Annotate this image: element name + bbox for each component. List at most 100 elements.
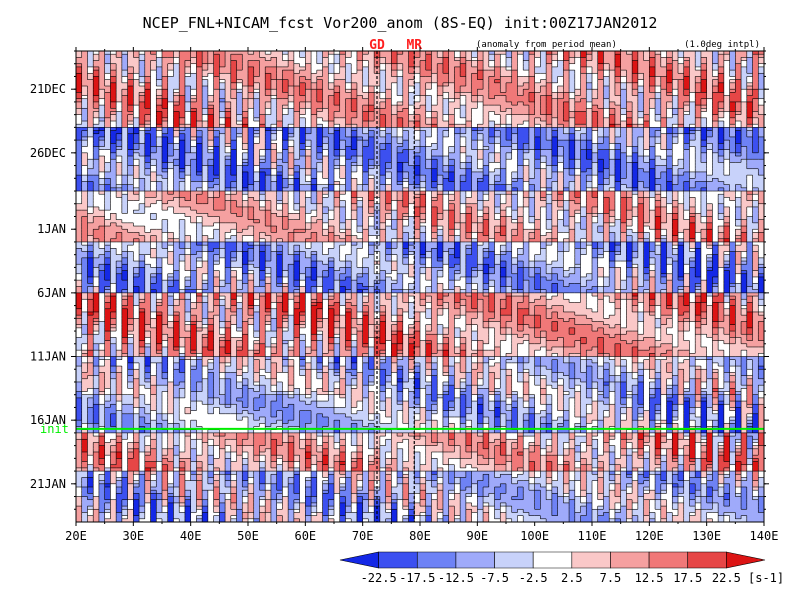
- field-cell: [116, 118, 122, 122]
- field-cell: [311, 83, 317, 87]
- field-cell: [179, 153, 185, 157]
- field-cell: [82, 61, 88, 65]
- field-cell: [105, 73, 111, 77]
- field-cell: [632, 172, 638, 176]
- field-cell: [179, 99, 185, 103]
- field-cell: [626, 111, 632, 115]
- field-cell: [214, 178, 220, 182]
- field-cell: [707, 76, 713, 80]
- field-cell: [363, 166, 369, 170]
- field-cell: [99, 111, 105, 115]
- field-cell: [535, 76, 541, 80]
- field-cell: [219, 127, 225, 131]
- field-cell: [259, 76, 265, 80]
- field-cell: [105, 140, 111, 144]
- field-cell: [334, 73, 340, 77]
- field-cell: [747, 175, 753, 179]
- field-cell: [323, 80, 329, 84]
- field-cell: [282, 92, 288, 96]
- field-cell: [632, 140, 638, 144]
- field-cell: [323, 159, 329, 163]
- field-cell: [391, 175, 397, 179]
- field-cell: [420, 51, 426, 55]
- field-cell: [225, 134, 231, 138]
- field-cell: [397, 76, 403, 80]
- field-cell: [191, 51, 197, 55]
- field-cell: [288, 111, 294, 115]
- field-cell: [386, 83, 392, 87]
- field-cell: [667, 102, 673, 106]
- field-cell: [196, 86, 202, 90]
- field-cell: [259, 99, 265, 103]
- field-cell: [466, 146, 472, 150]
- field-cell: [495, 175, 501, 179]
- field-cell: [695, 76, 701, 80]
- field-cell: [454, 137, 460, 141]
- field-cell: [552, 143, 558, 147]
- field-cell: [655, 67, 661, 71]
- field-cell: [110, 70, 116, 74]
- field-cell: [288, 146, 294, 150]
- field-cell: [426, 118, 432, 122]
- field-cell: [598, 70, 604, 74]
- field-cell: [351, 111, 357, 115]
- field-cell: [300, 51, 306, 55]
- field-cell: [328, 115, 334, 119]
- field-cell: [185, 118, 191, 122]
- field-cell: [242, 86, 248, 90]
- field-cell: [552, 102, 558, 106]
- field-cell: [305, 96, 311, 100]
- field-cell: [426, 146, 432, 150]
- field-cell: [133, 67, 139, 71]
- field-cell: [684, 121, 690, 125]
- field-cell: [248, 67, 254, 71]
- field-cell: [311, 137, 317, 141]
- field-cell: [454, 169, 460, 173]
- field-cell: [477, 115, 483, 119]
- field-cell: [277, 143, 283, 147]
- field-cell: [661, 172, 667, 176]
- field-cell: [621, 76, 627, 80]
- field-cell: [529, 127, 535, 131]
- field-cell: [689, 153, 695, 157]
- field-cell: [351, 92, 357, 96]
- field-cell: [741, 108, 747, 112]
- field-cell: [603, 76, 609, 80]
- field-cell: [529, 153, 535, 157]
- field-cell: [82, 115, 88, 119]
- field-cell: [626, 118, 632, 122]
- field-cell: [311, 159, 317, 163]
- field-cell: [529, 61, 535, 65]
- field-cell: [661, 92, 667, 96]
- field-cell: [173, 80, 179, 84]
- field-cell: [231, 105, 237, 109]
- field-cell: [632, 178, 638, 182]
- field-cell: [638, 105, 644, 109]
- field-cell: [317, 131, 323, 135]
- field-cell: [443, 166, 449, 170]
- field-cell: [368, 178, 374, 182]
- field-cell: [345, 153, 351, 157]
- field-cell: [512, 57, 518, 61]
- field-cell: [128, 156, 134, 160]
- field-cell: [672, 143, 678, 147]
- field-cell: [403, 108, 409, 112]
- field-cell: [592, 137, 598, 141]
- field-cell: [586, 102, 592, 106]
- field-cell: [638, 150, 644, 154]
- field-cell: [500, 118, 506, 122]
- field-cell: [214, 105, 220, 109]
- field-cell: [621, 127, 627, 131]
- field-cell: [225, 178, 231, 182]
- field-cell: [191, 76, 197, 80]
- field-cell: [82, 156, 88, 160]
- field-cell: [495, 169, 501, 173]
- field-cell: [168, 134, 174, 138]
- field-cell: [540, 115, 546, 119]
- field-cell: [437, 169, 443, 173]
- field-cell: [196, 80, 202, 84]
- field-cell: [741, 127, 747, 131]
- field-cell: [87, 121, 93, 125]
- field-cell: [558, 175, 564, 179]
- field-cell: [483, 118, 489, 122]
